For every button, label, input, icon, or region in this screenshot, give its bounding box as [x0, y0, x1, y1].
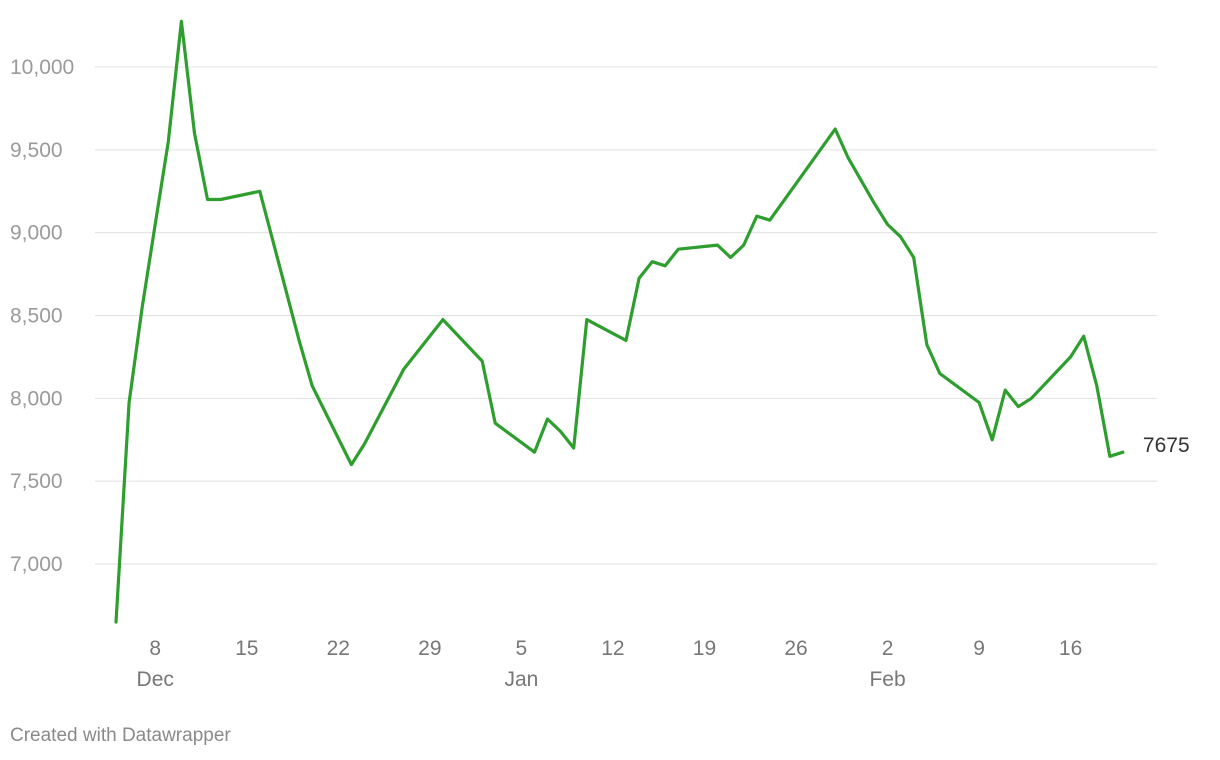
- y-tick-label: 9,000: [10, 222, 63, 245]
- x-tick-label: 19: [693, 637, 716, 660]
- x-tick-label: 12: [601, 637, 624, 660]
- x-month-label: Feb: [869, 668, 905, 691]
- x-tick-label: 5: [516, 637, 528, 660]
- x-month-label: Jan: [504, 668, 538, 691]
- line-chart: 7,000 7,500 8,000 8,500 9,000 9,500 10,000 8 Dec…: [10, 19, 1190, 691]
- x-tick-label: 16: [1059, 637, 1082, 660]
- x-tick-label: 15: [235, 637, 258, 660]
- end-value-label: 7675: [1143, 434, 1190, 457]
- x-tick-label: 8: [149, 637, 161, 660]
- x-tick-label: 22: [327, 637, 350, 660]
- y-tick-label: 9,500: [10, 139, 63, 162]
- x-tick-label: 9: [973, 637, 985, 660]
- x-month-label: Dec: [137, 668, 174, 691]
- y-tick-label: 7,000: [10, 553, 63, 576]
- x-tick-label: 29: [418, 637, 441, 660]
- y-tick-label: 10,000: [10, 56, 74, 79]
- y-tick-label: 8,000: [10, 387, 63, 410]
- y-tick-label: 8,500: [10, 305, 63, 328]
- x-tick-label: 26: [784, 637, 807, 660]
- x-tick-label: 2: [882, 637, 894, 660]
- y-tick-label: 7,500: [10, 470, 63, 493]
- credit-text: Created with Datawrapper: [10, 725, 231, 746]
- series-line: [114, 19, 1125, 624]
